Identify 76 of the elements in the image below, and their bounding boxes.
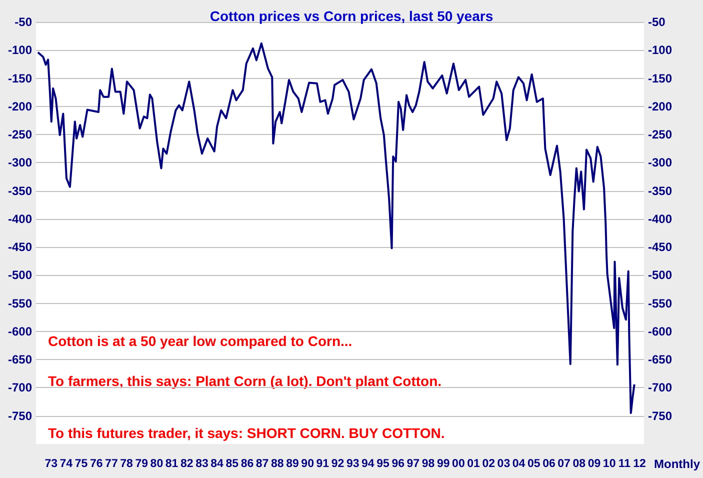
x-axis-title: Monthly xyxy=(654,457,700,471)
y2-tick-label: -650 xyxy=(648,352,672,367)
x-tick-label: 79 xyxy=(135,458,148,470)
y2-tick-label: -700 xyxy=(648,380,672,395)
y2-tick-label: -200 xyxy=(648,99,672,114)
y-tick-label: -550 xyxy=(8,296,32,310)
y-tick-label: -50 xyxy=(14,15,32,29)
y-tick-label: -750 xyxy=(8,408,32,423)
x-tick-label: 08 xyxy=(572,458,586,470)
x-tick-label: 10 xyxy=(602,458,616,470)
y-tick-label: -700 xyxy=(8,380,32,395)
x-tick-label: 00 xyxy=(452,458,465,470)
annotation: To farmers, this says: Plant Corn (a lot). Don't plant Cotton. xyxy=(48,373,442,389)
x-tick-label: 87 xyxy=(256,458,269,470)
x-tick-label: 97 xyxy=(406,458,420,470)
x-tick-label: 76 xyxy=(90,458,103,470)
x-tick-label: 73 xyxy=(44,458,58,470)
y-tick-label: -150 xyxy=(8,71,32,86)
x-tick-label: 98 xyxy=(422,458,436,470)
x-tick-label: 74 xyxy=(60,458,74,470)
x-tick-label: 06 xyxy=(542,458,556,470)
x-tick-label: 75 xyxy=(74,458,88,470)
x-tick-label: 96 xyxy=(392,458,404,470)
x-tick-label: 09 xyxy=(588,458,601,470)
y-tick-label: -350 xyxy=(8,184,32,198)
annotation: To this futures trader, it says: SHORT CORN. BUY COTTON. xyxy=(48,425,445,441)
x-tick-label: 03 xyxy=(497,458,510,470)
x-tick-label: 80 xyxy=(150,458,164,470)
y-tick-label: -400 xyxy=(8,212,32,226)
y-tick-label: -450 xyxy=(8,240,32,254)
y-tick-label: -200 xyxy=(8,99,32,114)
y2-tick-label: -100 xyxy=(648,43,672,58)
y-tick-label: -500 xyxy=(8,268,32,282)
y-tick-label: -650 xyxy=(8,352,32,367)
y2-tick-label: -300 xyxy=(648,156,672,170)
x-tick-label: 94 xyxy=(362,458,375,470)
x-tick-label: 07 xyxy=(558,458,570,470)
x-tick-label: 89 xyxy=(286,458,299,470)
x-tick-label: 90 xyxy=(301,458,314,470)
x-tick-label: 01 xyxy=(467,458,481,470)
y2-tick-label: -500 xyxy=(648,268,672,282)
y2-tick-label: -250 xyxy=(648,128,672,142)
y2-tick-label: -50 xyxy=(648,15,666,29)
x-tick-label: 91 xyxy=(316,458,330,470)
x-tick-label: 77 xyxy=(105,458,118,470)
y-tick-label: -300 xyxy=(8,156,32,170)
y2-tick-label: -550 xyxy=(648,296,672,310)
y2-tick-label: -750 xyxy=(648,408,672,423)
x-tick-label: 11 xyxy=(618,458,632,470)
chart-title: Cotton prices vs Corn prices, last 50 years xyxy=(210,8,494,24)
x-tick-label: 92 xyxy=(331,458,344,470)
y2-tick-label: -150 xyxy=(648,71,672,86)
y2-tick-label: -350 xyxy=(648,184,672,198)
x-tick-label: 86 xyxy=(240,458,254,470)
x-tick-label: 81 xyxy=(165,458,179,470)
x-tick-label: 99 xyxy=(436,458,450,470)
x-tick-label: 82 xyxy=(180,458,194,470)
annotation: Cotton is at a 50 year low compared to Corn... xyxy=(48,333,352,349)
y-tick-label: -250 xyxy=(8,128,32,142)
x-tick-label: 93 xyxy=(346,458,360,470)
x-tick-label: 12 xyxy=(633,458,646,470)
x-tick-label: 83 xyxy=(196,458,208,470)
x-tick-label: 78 xyxy=(120,458,134,470)
x-tick-label: 85 xyxy=(226,458,240,470)
x-tick-label: 02 xyxy=(482,458,496,470)
y2-tick-label: -450 xyxy=(648,240,672,254)
x-tick-label: 84 xyxy=(210,458,224,470)
x-tick-label: 04 xyxy=(512,458,526,470)
y-tick-label: -600 xyxy=(8,324,32,338)
y2-tick-label: -400 xyxy=(648,212,672,226)
x-tick-label: 95 xyxy=(376,458,390,470)
line-series xyxy=(36,42,636,414)
x-tick-label: 88 xyxy=(270,458,284,470)
y-tick-label: -100 xyxy=(8,43,32,58)
x-tick-label: 05 xyxy=(527,458,541,470)
y2-tick-label: -600 xyxy=(648,324,672,338)
